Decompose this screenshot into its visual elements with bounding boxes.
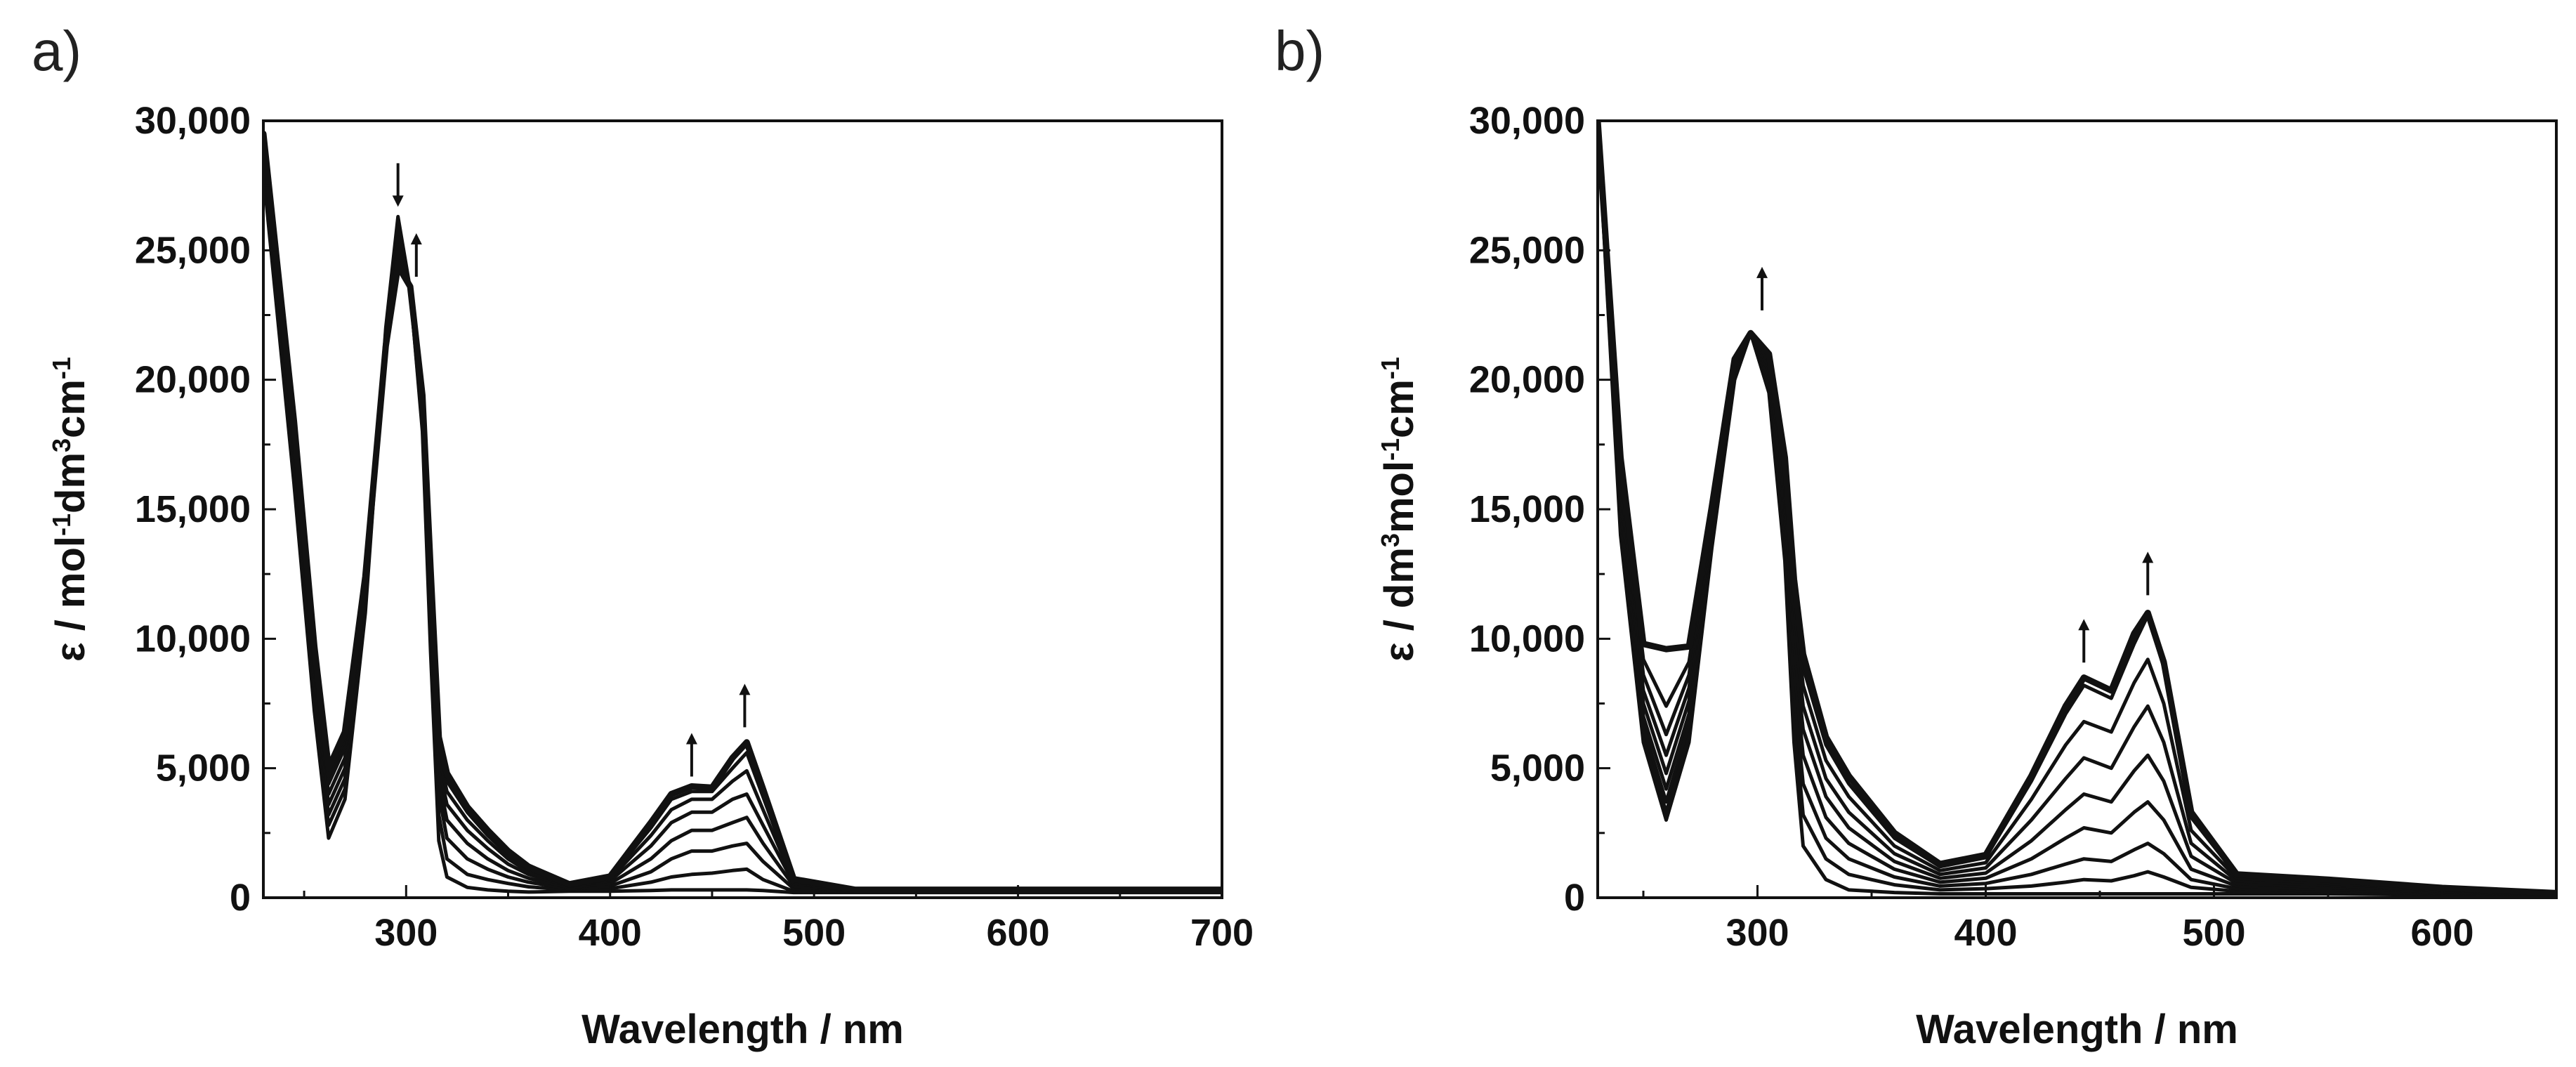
x-tick-label: 300: [1726, 912, 1789, 954]
y-axis-title-text: ε / dm: [1376, 547, 1422, 662]
x-tick-label: 600: [2410, 912, 2473, 954]
x-tick-label: 500: [2182, 912, 2245, 954]
chart-panel-a: a) 300 400 500 600 700 0 5,000 10,000 15,000 20,00…: [32, 20, 1254, 1052]
y-tick-label: 0: [1564, 877, 1585, 919]
y-tick-label: 30,000: [1469, 100, 1585, 142]
y-axis-title-superscript: -1: [47, 513, 76, 536]
annotation-arrow-up: [2142, 551, 2154, 596]
x-axis-title: Wavelength / nm: [1916, 1007, 2238, 1052]
y-axis-title-superscript: 3: [47, 438, 76, 452]
panel-label: a): [32, 20, 81, 82]
series-line-7: [263, 140, 1222, 892]
plot-frame: [262, 119, 1223, 899]
annotation-arrow-up: [410, 233, 422, 277]
y-tick-label: 15,000: [135, 488, 251, 530]
y-tick-label: 15,000: [1469, 488, 1585, 530]
y-tick-label: 20,000: [135, 359, 251, 401]
y-tick-label: 0: [230, 877, 251, 919]
panel-label: b): [1275, 20, 1325, 82]
y-axis-title-text: dm: [48, 452, 93, 513]
arrow-head: [685, 733, 697, 745]
x-tick-label: 500: [782, 912, 846, 954]
series-line-5: [1598, 121, 2556, 897]
y-tick-label: 5,000: [1490, 747, 1585, 790]
y-axis-title-text: cm: [48, 379, 93, 438]
annotation-arrow-down: [392, 163, 404, 207]
arrow-head: [2142, 551, 2154, 563]
y-axis-title-text: cm: [1376, 379, 1422, 438]
y-tick-label: 10,000: [135, 617, 251, 660]
data-series-group: [1598, 121, 2556, 898]
annotation-arrow-up: [739, 683, 751, 728]
x-tick-label: 700: [1190, 912, 1254, 954]
y-axis-title: ε / mol-1dm3cm-1: [47, 357, 94, 662]
y-tick-label: 5,000: [156, 747, 251, 790]
series-line-1: [1598, 121, 2556, 898]
arrow-head: [392, 195, 404, 207]
y-axis-title-text: ε / mol: [48, 536, 93, 662]
y-axis-title-text: mol: [1376, 461, 1422, 533]
chart-panel-b: b) 300 400 500 600 0 5,000 10,000 15,000 20,000 25…: [1275, 20, 2558, 1052]
series-line-8: [1598, 121, 2556, 896]
x-tick-label: 400: [1954, 912, 2017, 954]
x-tick-label: 300: [374, 912, 438, 954]
y-axis-title-superscript: -1: [1376, 438, 1405, 461]
series-line-8: [263, 130, 1222, 893]
y-axis-title-superscript: -1: [47, 357, 76, 379]
y-tick-label: 10,000: [1469, 617, 1585, 660]
plot-frame: [1596, 119, 2558, 899]
arrow-head: [1756, 266, 1768, 278]
x-tick-label: 600: [987, 912, 1050, 954]
x-tick-label: 400: [579, 912, 642, 954]
series-line-3: [1598, 121, 2556, 898]
data-series-group: [263, 130, 1222, 895]
series-line-6: [1598, 121, 2556, 897]
y-axis-title: ε / dm3mol-1cm-1: [1376, 357, 1423, 662]
y-tick-label: 20,000: [1469, 359, 1585, 401]
annotation-arrow-up: [2078, 619, 2090, 663]
annotation-arrow-up: [1756, 266, 1768, 310]
series-line-2: [1598, 121, 2556, 898]
annotation-arrow-up: [685, 733, 697, 777]
y-tick-label: 25,000: [135, 229, 251, 271]
arrow-head: [739, 683, 751, 695]
x-axis-title: Wavelength / nm: [581, 1007, 904, 1052]
arrow-head: [2078, 619, 2090, 631]
series-line-9: [1598, 121, 2556, 896]
y-tick-label: 25,000: [1469, 229, 1585, 271]
arrow-head: [410, 233, 422, 244]
series-line-6: [263, 145, 1222, 892]
series-line-7: [1598, 121, 2556, 896]
y-axis-title-superscript: -1: [1376, 357, 1405, 379]
y-axis-title-superscript: 3: [1376, 533, 1405, 547]
series-line-4: [1598, 121, 2556, 898]
y-tick-label: 30,000: [135, 100, 251, 142]
